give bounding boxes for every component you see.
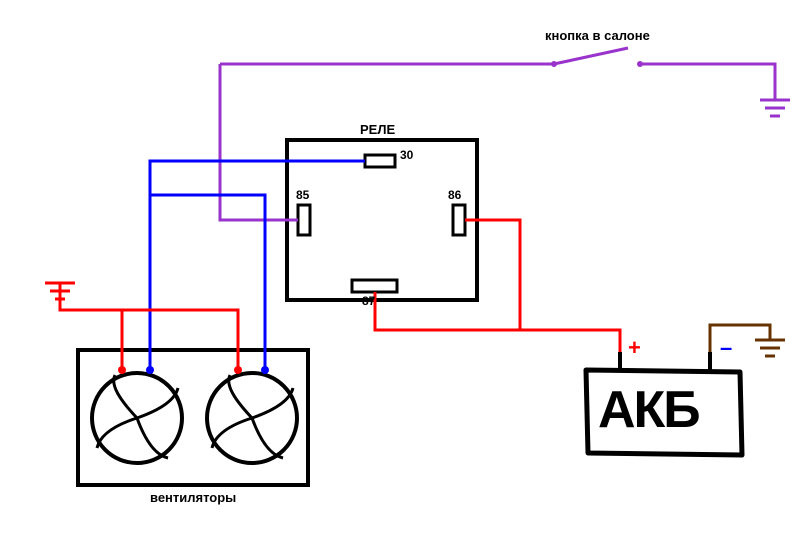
label-relay: РЕЛЕ (360, 122, 395, 137)
pin-30 (365, 155, 395, 167)
ground-brown (755, 340, 785, 356)
pin-85 (298, 205, 310, 235)
pin-86 (453, 205, 465, 235)
wire-red-87 (375, 292, 520, 330)
pin-87 (352, 280, 397, 292)
label-pin87: 87 (362, 294, 375, 308)
label-plus: + (628, 335, 641, 361)
fan-box (78, 350, 308, 485)
wire-red-86 (465, 220, 620, 352)
label-fans: вентиляторы (150, 490, 236, 505)
fan-1-blades (97, 375, 178, 458)
switch-open (554, 48, 628, 64)
ground-purple (760, 100, 790, 116)
label-pin85: 85 (296, 188, 309, 202)
wiring-diagram (0, 0, 807, 557)
wire-blue (150, 161, 365, 370)
label-battery: АКБ (598, 380, 699, 440)
label-pin30: 30 (400, 148, 413, 162)
wire-purple-right (640, 64, 775, 100)
relay-box (287, 140, 477, 300)
label-minus: – (720, 335, 732, 361)
fan-2-blades (212, 375, 293, 458)
label-pin86: 86 (448, 188, 461, 202)
label-switch: кнопка в салоне (545, 28, 650, 43)
